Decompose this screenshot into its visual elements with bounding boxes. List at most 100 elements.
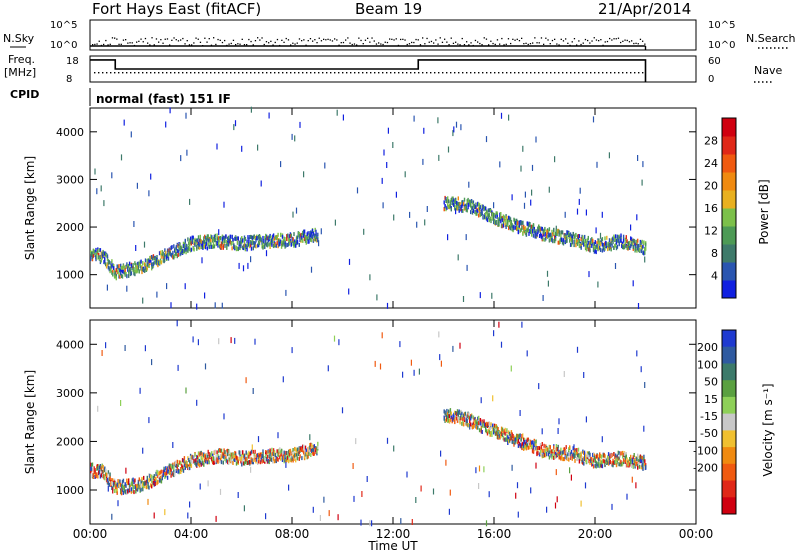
echo-cell <box>644 459 646 464</box>
echo-cell <box>556 447 558 451</box>
echo-cell <box>511 439 513 444</box>
echo-cell <box>451 417 453 422</box>
echo-cell <box>311 447 314 452</box>
echo-cell <box>500 432 503 436</box>
echo-cell <box>240 237 242 242</box>
echo-cell <box>176 464 178 469</box>
echo-cell <box>133 490 135 495</box>
echo-cell <box>137 262 140 267</box>
echo-cell <box>190 463 193 468</box>
nsky-dot <box>606 40 609 43</box>
echo-cell <box>203 239 205 244</box>
echo-cell <box>311 229 314 233</box>
echo-cell <box>99 255 102 259</box>
echo-cell <box>637 453 639 458</box>
echo-cell <box>519 221 521 226</box>
echo-cell <box>142 482 144 487</box>
echo-cell <box>452 130 454 137</box>
y-tick-label: 3000 <box>56 173 84 186</box>
echo-cell <box>214 302 216 309</box>
echo-cell <box>592 464 595 469</box>
echo-cell <box>103 475 105 480</box>
echo-cell <box>116 490 118 495</box>
echo-cell <box>521 442 523 447</box>
nsky-dot <box>635 42 637 44</box>
echo-cell <box>538 225 540 230</box>
echo-cell <box>240 241 242 246</box>
echo-cell <box>94 252 96 257</box>
echo-cell <box>526 443 528 448</box>
echo-cell <box>143 267 145 272</box>
echo-cell <box>438 331 440 338</box>
echo-cell <box>383 149 385 156</box>
echo-cell <box>495 220 497 224</box>
echo-cell <box>559 240 561 244</box>
nsky-dot <box>463 44 466 46</box>
echo-cell <box>292 241 294 246</box>
echo-cell <box>268 460 270 465</box>
echo-cell <box>205 453 208 458</box>
echo-cell <box>208 452 210 457</box>
echo-cell <box>252 458 254 463</box>
echo-cell <box>511 194 513 201</box>
echo-cell <box>533 441 535 445</box>
echo-cell <box>571 454 573 459</box>
echo-cell <box>216 241 218 246</box>
echo-cell <box>612 458 614 463</box>
echo-cell <box>622 454 624 459</box>
echo-cell <box>316 238 318 243</box>
echo-cell <box>120 491 123 496</box>
nave-dot <box>146 72 148 74</box>
nsky-dot <box>580 43 582 46</box>
echo-cell <box>192 246 194 251</box>
nave-dot <box>178 72 180 74</box>
echo-cell <box>530 439 532 444</box>
echo-cell <box>616 460 619 465</box>
echo-cell <box>447 415 449 420</box>
echo-cell <box>176 320 178 327</box>
nsky-label: N.Sky <box>3 32 35 45</box>
echo-cell <box>604 246 606 251</box>
echo-cell <box>531 440 533 445</box>
echo-cell <box>153 482 155 487</box>
echo-cell <box>494 424 497 429</box>
nave-dot <box>602 72 604 74</box>
echo-cell <box>303 447 305 452</box>
echo-cell <box>112 481 114 486</box>
echo-cell <box>453 412 455 417</box>
echo-cell <box>303 229 305 234</box>
echo-cell <box>209 455 211 460</box>
echo-cell <box>478 202 480 207</box>
echo-cell <box>523 202 526 209</box>
echo-cell <box>454 420 456 425</box>
echo-cell <box>509 433 512 438</box>
echo-cell <box>197 457 200 462</box>
echo-cell <box>616 234 619 239</box>
nsky-dot <box>543 43 545 45</box>
echo-cell <box>220 455 223 460</box>
echo-cell <box>563 371 565 377</box>
echo-cell <box>315 229 317 236</box>
echo-cell <box>473 423 475 428</box>
nave-dot <box>166 72 168 74</box>
power-frame <box>89 107 697 309</box>
echo-cell <box>506 219 508 224</box>
echo-cell <box>95 255 97 260</box>
echo-cell <box>132 477 134 482</box>
echo-cell <box>490 431 492 436</box>
echo-cell <box>470 200 472 205</box>
echo-cell <box>432 488 435 495</box>
echo-cell <box>238 450 240 455</box>
nave-dot <box>366 72 368 74</box>
nave-dot <box>278 72 280 74</box>
nsky-dot <box>103 43 105 46</box>
nsky-dot <box>573 38 576 40</box>
echo-cell <box>148 258 150 263</box>
echo-cell <box>244 243 247 248</box>
echo-cell <box>197 451 200 456</box>
nave-dot <box>482 72 484 74</box>
echo-cell <box>455 411 457 415</box>
echo-cell <box>533 226 535 231</box>
echo-cell <box>461 208 463 213</box>
